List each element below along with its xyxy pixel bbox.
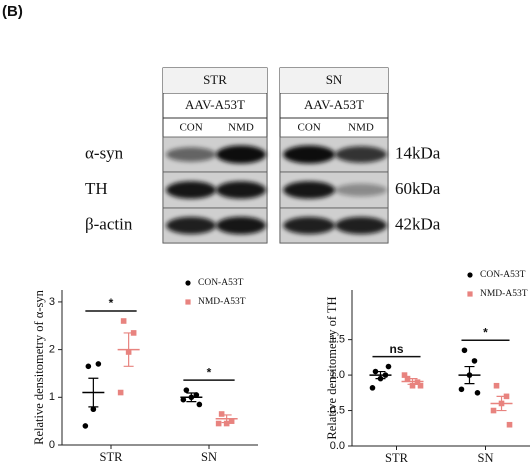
significance-label: * xyxy=(109,296,114,310)
blot-band xyxy=(335,183,387,197)
significance-label: ns xyxy=(389,342,403,356)
data-point xyxy=(183,387,190,393)
legend-label: NMD-A53T xyxy=(480,289,528,299)
y-tick-label: 1 xyxy=(49,391,55,403)
y-axis-label: Relative densitometry of α-syn xyxy=(32,289,46,445)
data-point xyxy=(471,358,478,364)
region-label: SN xyxy=(326,72,343,87)
data-point xyxy=(95,361,102,367)
blot-band xyxy=(283,181,336,199)
treatment-label: AAV-A53T xyxy=(304,97,364,112)
data-point xyxy=(506,421,513,428)
blot-band xyxy=(216,216,266,235)
blot-band xyxy=(283,145,336,164)
data-point xyxy=(90,406,97,413)
protein-label: α-syn xyxy=(85,143,124,162)
significance-label: * xyxy=(207,365,212,379)
header-cell xyxy=(163,68,267,93)
data-point xyxy=(493,382,500,389)
data-point xyxy=(385,363,392,370)
legend-marker xyxy=(185,299,191,305)
protein-label: TH xyxy=(85,179,108,198)
significance-label: * xyxy=(483,325,488,339)
x-tick-label: SN xyxy=(201,450,217,464)
data-point xyxy=(117,389,124,396)
x-tick-label: SN xyxy=(478,451,494,465)
sem-bar xyxy=(186,392,197,403)
y-tick-label: 1.5 xyxy=(330,334,345,346)
blot-band xyxy=(335,146,387,163)
data-point xyxy=(120,318,127,324)
sem-bar xyxy=(407,378,418,385)
blot-band xyxy=(166,147,217,162)
data-point xyxy=(417,382,424,389)
lane-label: CON xyxy=(298,122,321,134)
legend-marker xyxy=(467,291,473,297)
data-point xyxy=(490,407,497,414)
data-point xyxy=(196,401,203,408)
x-tick-label: STR xyxy=(385,451,409,465)
data-point xyxy=(180,396,187,403)
sem-bar xyxy=(496,395,507,412)
blot-band xyxy=(283,216,336,235)
legend-marker xyxy=(467,272,473,278)
lane-label: NMD xyxy=(348,122,374,134)
y-tick-label: 0.5 xyxy=(330,404,345,416)
sem-bar xyxy=(123,332,134,367)
blot-band xyxy=(216,181,266,199)
blot-band xyxy=(335,216,387,235)
data-point xyxy=(503,393,510,400)
region-label: STR xyxy=(203,72,227,87)
blot-band xyxy=(216,145,266,164)
data-point xyxy=(461,347,468,354)
size-label: 14kDa xyxy=(395,143,441,162)
panel-label: (B) xyxy=(2,3,23,20)
data-point xyxy=(369,385,376,391)
lane-label: CON xyxy=(179,122,202,134)
data-point xyxy=(401,372,408,378)
legend-label: NMD-A53T xyxy=(198,297,246,307)
sem-bar xyxy=(375,370,386,380)
y-tick-label: 1.0 xyxy=(330,369,345,381)
blot-band xyxy=(166,181,217,199)
data-point xyxy=(85,363,92,370)
sem-bar xyxy=(464,365,475,385)
x-tick-label: STR xyxy=(100,450,124,464)
data-point xyxy=(215,420,222,427)
y-tick-label: 0.0 xyxy=(330,440,345,452)
protein-label: β-actin xyxy=(85,214,133,233)
data-point xyxy=(474,390,481,396)
sem-bar xyxy=(88,377,99,408)
data-point xyxy=(458,386,465,393)
y-axis-label: Relative densitometry of TH xyxy=(325,296,339,439)
legend-marker xyxy=(185,280,191,286)
data-point xyxy=(218,411,225,417)
size-label: 60kDa xyxy=(395,179,441,198)
legend-label: CON-A53T xyxy=(198,278,244,288)
y-tick-label: 2 xyxy=(49,344,55,356)
y-tick-label: 0 xyxy=(49,439,55,451)
y-tick-label: 3 xyxy=(49,296,55,308)
legend-label: CON-A53T xyxy=(480,270,526,280)
data-point xyxy=(228,418,235,424)
size-label: 42kDa xyxy=(395,214,441,233)
data-point xyxy=(409,382,416,389)
header-cell xyxy=(280,68,388,93)
lane-label: NMD xyxy=(228,122,254,134)
data-point xyxy=(223,420,230,427)
data-point xyxy=(82,423,89,429)
sem-bar xyxy=(221,414,232,424)
treatment-label: AAV-A53T xyxy=(185,97,245,112)
blot-band xyxy=(166,216,217,235)
